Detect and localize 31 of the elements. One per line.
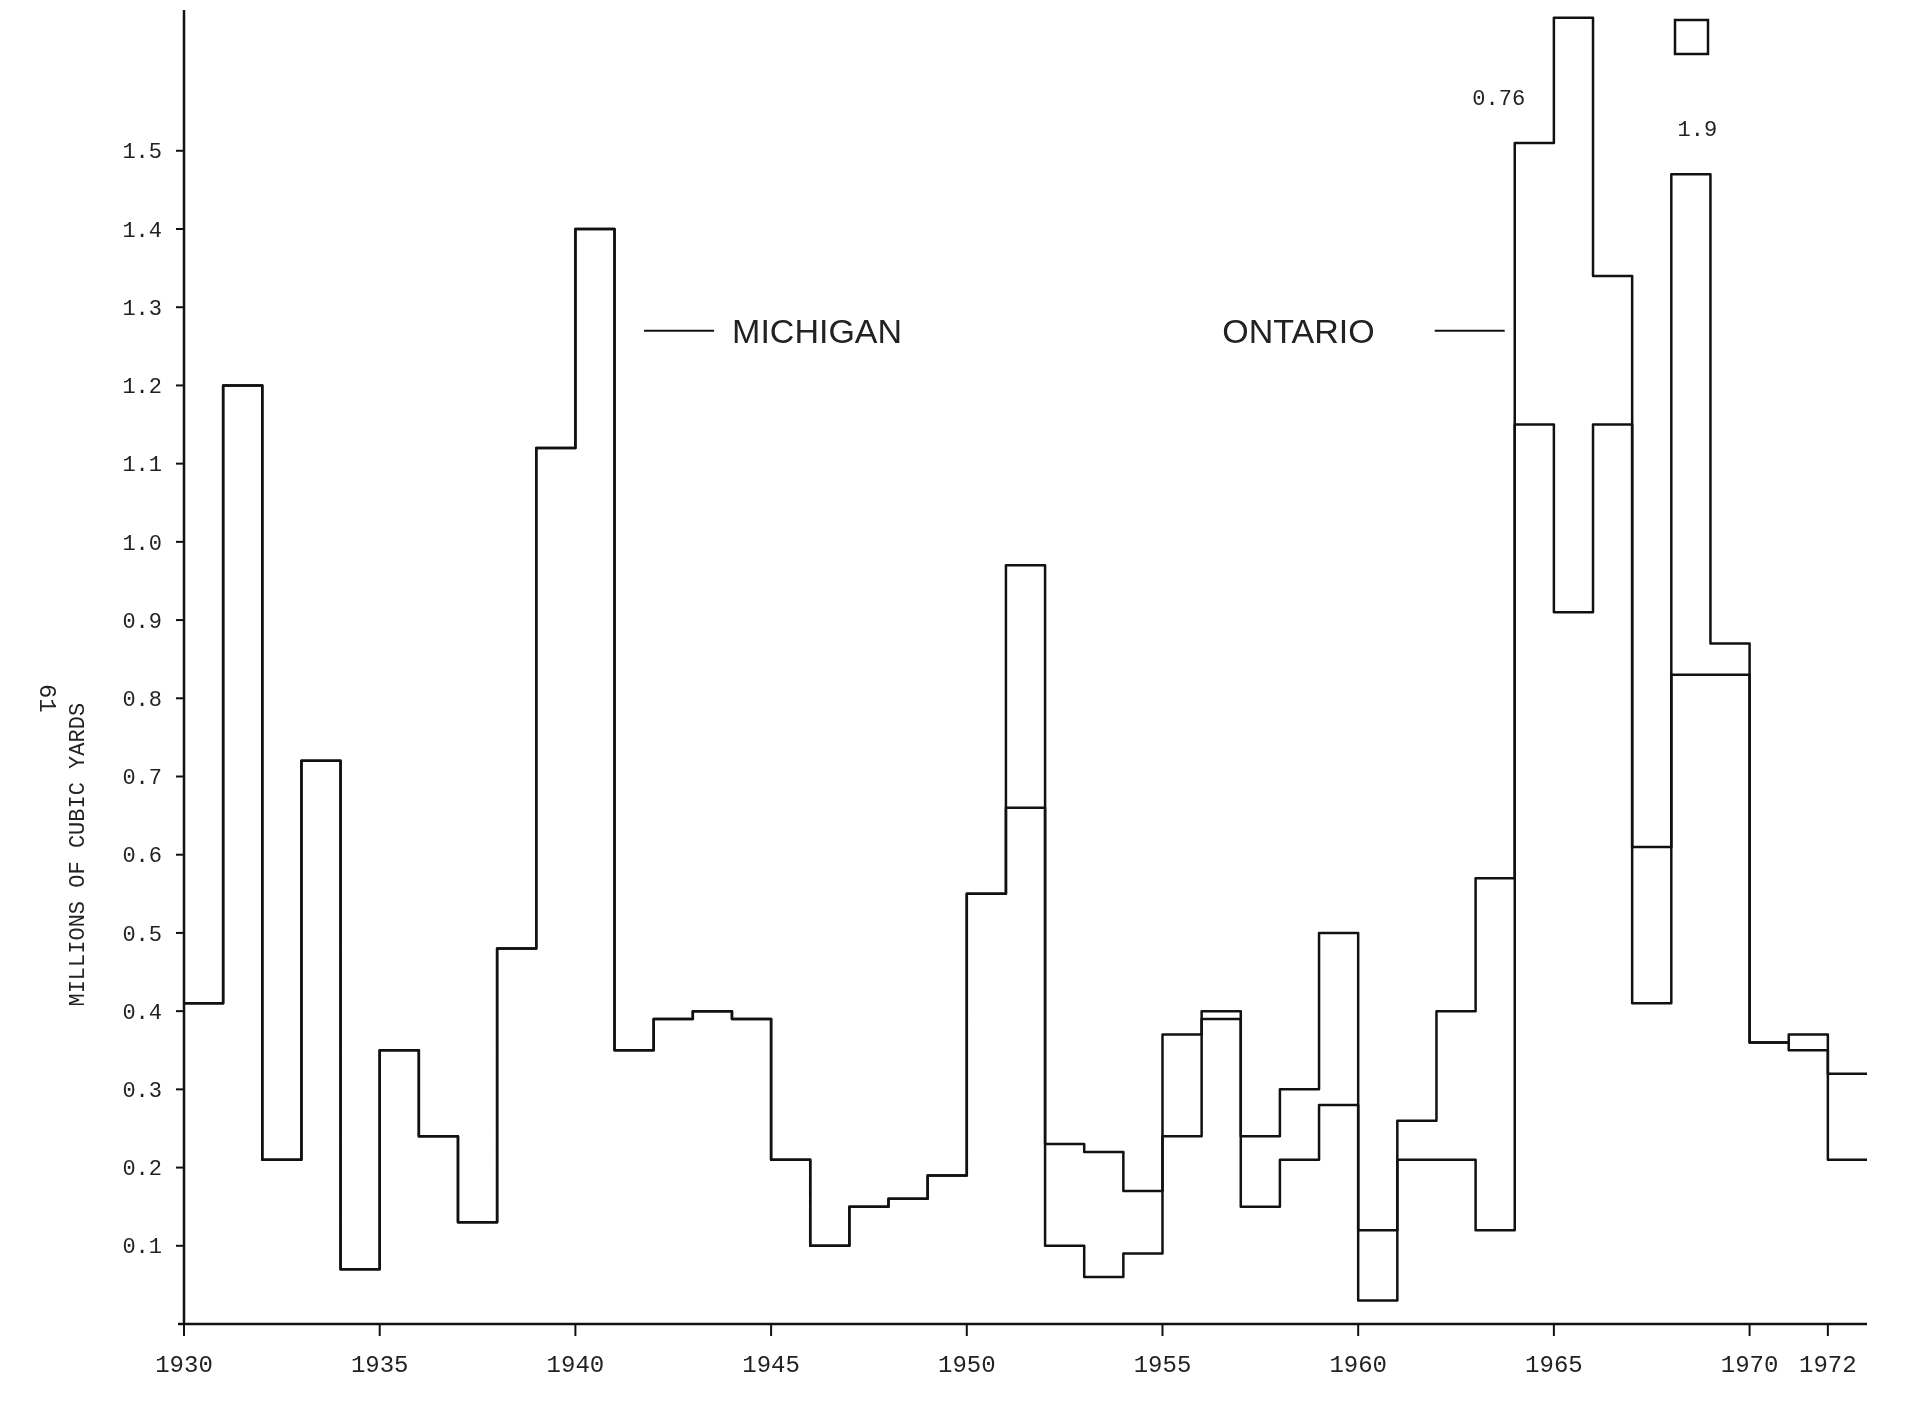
x-tick-label: 1935 — [350, 1352, 409, 1379]
text: 61 — [33, 683, 60, 713]
x-tick-label: 1930 — [155, 1352, 213, 1379]
x-tick-label: 1955 — [1133, 1352, 1192, 1379]
x-tick-label: 1945 — [742, 1352, 800, 1379]
y-tick-label: 0.7 — [122, 766, 162, 792]
y-tick-label: 0.6 — [122, 844, 162, 870]
annotation: MICHIGAN — [732, 311, 903, 350]
y-tick-label: 0.5 — [122, 922, 162, 948]
x-tick-label: 1960 — [1329, 1352, 1387, 1379]
y-tick-label: 1.3 — [122, 296, 162, 322]
y-tick-label: 0.4 — [122, 1000, 162, 1026]
y-tick-label: 1.1 — [122, 453, 162, 479]
y-tick-label: 0.3 — [122, 1079, 162, 1105]
annotation: ONTARIO — [1222, 311, 1375, 350]
y-tick-label: 1.2 — [122, 375, 162, 401]
x-tick-label: 1972 — [1799, 1352, 1857, 1379]
y-tick-label: 1.0 — [122, 531, 162, 557]
annotation: 1.9 — [1677, 118, 1718, 144]
y-tick-label: 0.8 — [122, 687, 162, 713]
y-tick-label: 0.9 — [122, 609, 162, 635]
y-tick-label: 0.2 — [122, 1157, 162, 1183]
x-tick-label: 1940 — [546, 1352, 605, 1379]
x-tick-label: 1950 — [937, 1352, 996, 1379]
y-tick-label: 1.4 — [122, 218, 162, 244]
y-tick-label: 0.1 — [122, 1235, 162, 1261]
x-tick-label: 1970 — [1720, 1352, 1779, 1379]
y-axis-title: MILLIONS OF CUBIC YARDS — [66, 702, 91, 1007]
y-tick-label: 1.5 — [122, 140, 162, 166]
x-tick-label: 1965 — [1525, 1352, 1583, 1379]
annotation: 0.76 — [1472, 86, 1526, 112]
